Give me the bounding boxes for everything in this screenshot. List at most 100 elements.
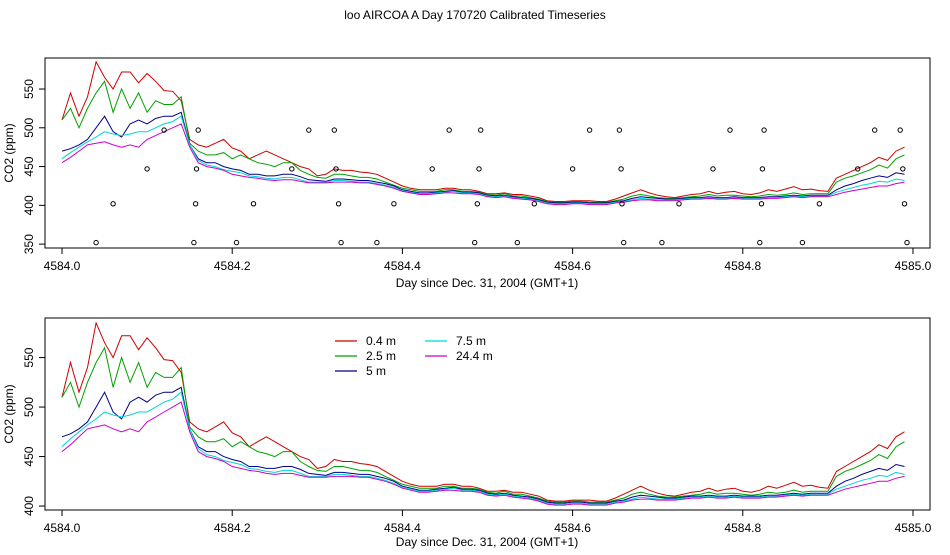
scatter-point [472, 239, 478, 246]
plot-frame [44, 57, 931, 249]
x-tick-label: 4584.2 [214, 521, 251, 535]
scatter-point [474, 201, 480, 207]
plot-frame [44, 317, 931, 511]
scatter-point [897, 127, 903, 133]
scatter-point [872, 127, 878, 133]
legend: 0.4 m2.5 m5 m 7.5 m24.4 m [335, 334, 493, 378]
y-tick-label: 450 [22, 156, 36, 176]
y-tick-label: 400 [22, 496, 36, 516]
figure-title: loo AIRCOA A Day 170720 Calibrated Times… [344, 8, 605, 22]
series-line-24-4-m [61, 401, 905, 506]
legend-label: 5 m [366, 364, 386, 378]
scatter-point [192, 201, 199, 207]
scatter-point [476, 166, 482, 172]
x-tick-label: 4584.4 [384, 521, 421, 535]
scatter-point [333, 166, 339, 172]
scatter-point [374, 239, 380, 246]
y-tick-label: 500 [22, 117, 36, 137]
scatter-point [586, 127, 593, 133]
scatter-point [855, 166, 861, 172]
scatter-point [759, 166, 766, 172]
y-axis-label: CO2 (ppm) [2, 384, 16, 443]
scatter-point [250, 201, 257, 207]
x-tick-label: 4584.0 [44, 259, 81, 273]
legend-label: 0.4 m [366, 334, 396, 348]
y-axis: 350 400 450 500 550 [22, 79, 45, 254]
x-axis-label: Day since Dec. 31, 2004 (GMT+1) [396, 276, 578, 290]
scatter-point [761, 127, 767, 133]
x-tick-label: 4584.0 [44, 521, 81, 535]
y-tick-label: 350 [22, 234, 36, 254]
scatter-point [446, 127, 452, 133]
series-line-2-5-m [61, 80, 905, 203]
scatter-point [799, 239, 806, 246]
series-line-0-4-m [61, 321, 905, 502]
scatter-point [289, 166, 295, 172]
x-tick-label: 4584.6 [554, 521, 591, 535]
scatter-point [757, 239, 763, 246]
scatter-point [191, 239, 197, 246]
scatter-point [676, 201, 682, 207]
scatter-point [710, 166, 716, 172]
scatter-point [306, 127, 312, 133]
panel-top: 350 400 450 500 550 4584.0 4584.2 4584.4 4584.6… [2, 57, 932, 290]
y-tick-label: 500 [22, 397, 36, 417]
y-axis: 400 450 500 550 [22, 347, 45, 516]
scatter-point [514, 239, 520, 246]
scatter-point [478, 127, 484, 133]
legend-label: 24.4 m [456, 349, 493, 363]
x-axis: 4584.0 4584.2 4584.4 4584.6 4584.8 4585.0 [44, 510, 932, 535]
y-tick-label: 400 [22, 195, 36, 215]
y-tick-label: 450 [22, 446, 36, 466]
scatter-point [110, 201, 116, 207]
series-group [61, 321, 905, 506]
scatter-point [569, 166, 576, 172]
series-line-0-4-m [61, 60, 905, 202]
scatter-point [758, 201, 765, 207]
x-tick-label: 4584.4 [384, 259, 421, 273]
scatter-point [619, 201, 625, 207]
legend-label: 2.5 m [366, 349, 396, 363]
scatter-points [93, 127, 910, 246]
x-axis: 4584.0 4584.2 4584.4 4584.6 4584.8 4585.0 [44, 248, 932, 273]
scatter-point [616, 127, 623, 133]
x-tick-label: 4585.0 [895, 259, 932, 273]
y-axis-label: CO2 (ppm) [2, 123, 16, 182]
y-tick-label: 550 [22, 347, 36, 367]
scatter-point [429, 166, 435, 172]
scatter-point [816, 201, 823, 207]
scatter-point [338, 239, 344, 246]
series-line-5-m [61, 111, 905, 204]
series-line-24-4-m [61, 123, 905, 206]
scatter-point [391, 201, 397, 207]
x-axis-label: Day since Dec. 31, 2004 (GMT+1) [396, 535, 578, 549]
x-tick-label: 4584.6 [554, 259, 591, 273]
scatter-point [621, 239, 627, 246]
scatter-point [904, 239, 910, 246]
x-tick-label: 4584.8 [724, 521, 761, 535]
series-line-2-5-m [61, 346, 905, 503]
scatter-point [161, 127, 167, 133]
x-tick-label: 4584.2 [214, 259, 251, 273]
scatter-point [331, 127, 337, 133]
scatter-point [659, 239, 665, 246]
series-line-7-5-m [61, 391, 905, 505]
scatter-point [195, 127, 201, 133]
scatter-point [335, 201, 342, 207]
y-tick-label: 550 [22, 79, 36, 99]
scatter-point [93, 239, 99, 246]
scatter-point [900, 166, 906, 172]
legend-label: 7.5 m [456, 334, 486, 348]
scatter-point [531, 201, 537, 207]
series-line-5-m [61, 386, 905, 504]
scatter-point [901, 201, 908, 207]
scatter-point [727, 127, 733, 133]
series-group [61, 60, 905, 206]
x-tick-label: 4585.0 [895, 521, 932, 535]
x-tick-label: 4584.8 [724, 259, 761, 273]
scatter-point [618, 166, 624, 172]
scatter-point [193, 166, 200, 172]
scatter-point [233, 239, 240, 246]
